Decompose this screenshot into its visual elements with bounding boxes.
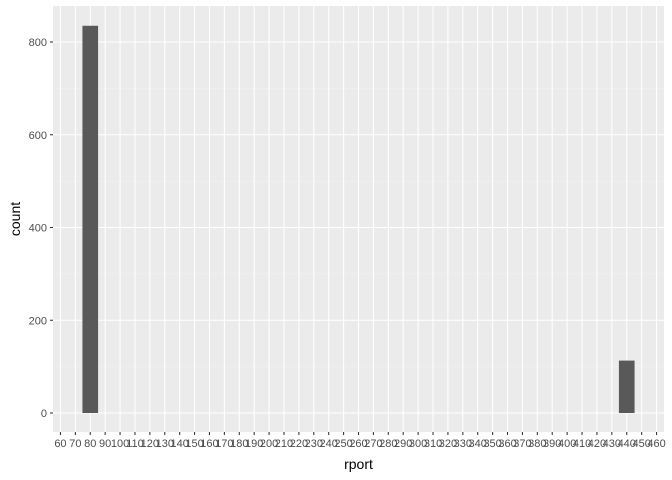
- x-tick-label: 430: [603, 438, 621, 450]
- x-tick-label: 170: [215, 438, 233, 450]
- x-tick-label: 320: [439, 438, 457, 450]
- y-tick-label: 800: [29, 37, 47, 49]
- x-tick-label: 380: [528, 438, 546, 450]
- y-axis: 0 200 400 600 800: [29, 37, 53, 420]
- x-tick-label: 230: [305, 438, 323, 450]
- x-tick-label: 360: [498, 438, 516, 450]
- major-gridlines: [53, 6, 664, 432]
- x-tick-label: 80: [84, 438, 96, 450]
- x-tick-label: 150: [185, 438, 203, 450]
- x-tick-label: 180: [230, 438, 248, 450]
- x-tick-label: 280: [379, 438, 397, 450]
- y-tick-label: 200: [29, 315, 47, 327]
- x-tick-label: 140: [170, 438, 188, 450]
- x-tick-label: 260: [349, 438, 367, 450]
- x-tick-label: 420: [588, 438, 606, 450]
- x-tick-label: 330: [454, 438, 472, 450]
- x-tick-label: 270: [364, 438, 382, 450]
- x-tick-label: 450: [632, 438, 650, 450]
- x-tick-label: 390: [543, 438, 561, 450]
- y-tick-label: 600: [29, 130, 47, 142]
- x-tick-label: 220: [290, 438, 308, 450]
- x-tick-label: 100: [111, 438, 129, 450]
- x-tick-label: 290: [394, 438, 412, 450]
- x-tick-label: 300: [409, 438, 427, 450]
- y-axis-title: count: [7, 202, 23, 236]
- x-tick-label: 60: [54, 438, 66, 450]
- x-tick-label: 90: [99, 438, 111, 450]
- bar-80: [82, 25, 99, 414]
- x-tick-label: 70: [69, 438, 81, 450]
- x-tick-label: 340: [469, 438, 487, 450]
- x-tick-label: 210: [275, 438, 293, 450]
- x-tick-label: 190: [245, 438, 263, 450]
- x-tick-label: 440: [618, 438, 636, 450]
- x-axis-title: rport: [344, 456, 373, 472]
- x-axis: 60 70 80 90 10011012013014015016017018019020…: [54, 432, 666, 450]
- x-tick-label: 460: [647, 438, 665, 450]
- x-tick-label: 250: [334, 438, 352, 450]
- x-tick-label: 310: [424, 438, 442, 450]
- y-tick-label: 0: [41, 408, 47, 420]
- x-tick-label: 130: [156, 438, 174, 450]
- x-tick-label: 110: [126, 438, 144, 450]
- x-tick-label: 350: [483, 438, 501, 450]
- x-tick-label: 370: [513, 438, 531, 450]
- x-tick-label: 240: [320, 438, 338, 450]
- x-tick-label: 400: [558, 438, 576, 450]
- x-tick-label: 120: [141, 438, 159, 450]
- bars: [82, 25, 635, 414]
- bar-440: [618, 360, 635, 413]
- x-tick-label: 160: [200, 438, 218, 450]
- x-tick-label: 200: [260, 438, 278, 450]
- y-tick-label: 400: [29, 223, 47, 235]
- x-tick-label: 410: [573, 438, 591, 450]
